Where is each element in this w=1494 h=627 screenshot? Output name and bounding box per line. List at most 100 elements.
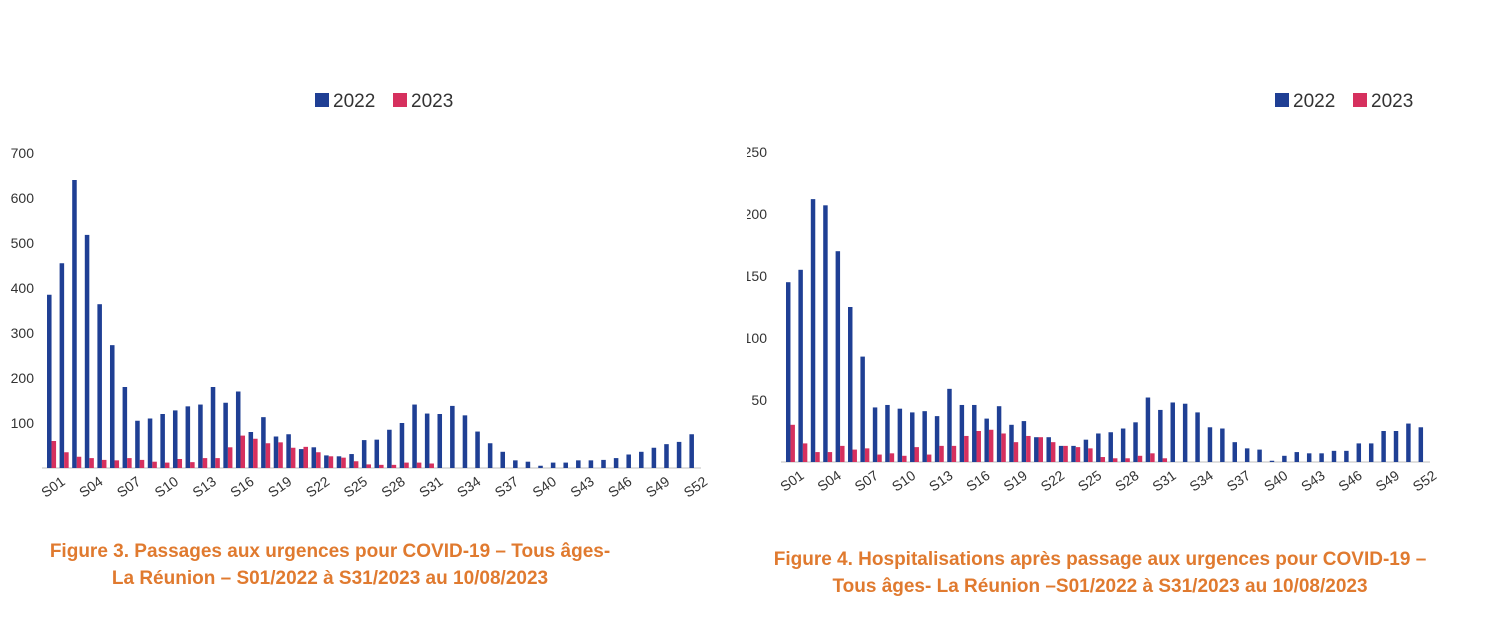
figure-4-caption-line-1: Figure 4. Hospitalisations après passage… [773, 549, 1427, 570]
fig4-x-tick-label: S16 [963, 467, 993, 495]
fig3-bar-2022-S20 [286, 434, 291, 468]
fig4-bar-2023-S10 [902, 455, 907, 462]
fig4-x-tick-label: S01 [777, 467, 807, 495]
fig3-bar-2022-S24 [336, 456, 342, 468]
fig3-bar-2022-S13 [198, 404, 203, 468]
fig3-bar-2022-S14 [210, 387, 216, 468]
fig4-bar-2022-S32 [1170, 402, 1175, 462]
fig3-bar-2022-S03 [72, 180, 77, 468]
fig3-bar-2022-S09 [147, 418, 153, 468]
fig3-bar-2022-S37 [500, 451, 506, 468]
fig4-legend-label-2022: 2022 [1293, 91, 1335, 112]
fig4-bar-2022-S02 [798, 269, 803, 462]
fig3-bar-2023-S17 [253, 438, 258, 468]
fig3-bar-2022-S34 [462, 415, 468, 468]
fig3-x-tick-label: S16 [227, 473, 257, 501]
fig3-bar-2023-S31 [429, 463, 434, 468]
fig4-x-tick-label: S37 [1224, 467, 1254, 495]
fig4-bar-2022-S10 [897, 408, 903, 462]
fig4-bar-2022-S40 [1269, 460, 1275, 462]
fig4-y-tick-label: 100 [747, 330, 767, 346]
fig3-x-tick-label: S04 [76, 473, 106, 501]
fig4-bar-2022-S51 [1406, 423, 1411, 462]
fig3-bar-2022-S16 [235, 391, 241, 468]
fig3-bar-2022-S44 [588, 460, 594, 468]
fig4-bar-2022-S42 [1294, 452, 1300, 462]
fig3-bar-2022-S01 [47, 294, 52, 468]
fig4-bar-2022-S25 [1083, 439, 1089, 462]
fig3-bar-2023-S06 [114, 460, 120, 468]
fig3-bar-2023-S19 [278, 442, 283, 468]
fig4-x-tick-label: S13 [926, 467, 956, 495]
fig3-bar-2022-S29 [399, 423, 405, 468]
fig3-bar-2022-S04 [84, 234, 90, 468]
fig3-bar-2022-S10 [160, 414, 165, 468]
fig4-x-tick-label: S31 [1149, 467, 1179, 495]
fig4-bar-2022-S14 [947, 388, 952, 462]
fig4-bar-2022-S26 [1096, 433, 1101, 462]
fig4-bar-2022-S38 [1244, 448, 1250, 462]
fig4-bar-2022-S35 [1207, 427, 1213, 462]
figure-4-caption-line-2: Tous âges- La Réunion –S01/2022 à S31/20… [832, 576, 1368, 597]
fig3-bar-2023-S09 [152, 461, 157, 468]
fig3-bar-2023-S16 [240, 435, 246, 468]
fig3-y-tick-label: 500 [11, 235, 35, 251]
fig3-x-tick-label: S07 [114, 473, 144, 501]
fig4-bar-2022-S47 [1356, 443, 1362, 462]
fig4-bar-2022-S16 [972, 404, 977, 462]
fig4-bar-2023-S01 [790, 424, 795, 462]
fig3-bar-2023-S28 [391, 464, 397, 468]
fig3-x-tick-label: S28 [378, 473, 408, 501]
fig4-bar-2023-S21 [1038, 437, 1043, 462]
fig4-legend-swatch-2023 [1353, 93, 1367, 107]
fig3-bar-2023-S14 [215, 458, 220, 468]
fig3-bar-2023-S10 [164, 462, 170, 468]
fig4-bar-2022-S48 [1368, 443, 1374, 462]
fig4-bar-2022-S11 [910, 412, 915, 462]
fig3-bar-2023-S08 [139, 459, 145, 468]
fig3-bar-2022-S25 [349, 454, 354, 468]
fig4-bar-2022-S28 [1120, 428, 1126, 462]
fig4-bar-2022-S31 [1158, 409, 1163, 462]
fig3-bar-2022-S47 [626, 454, 631, 468]
fig3-bar-2023-S21 [303, 446, 308, 468]
fig4-bar-2022-S33 [1182, 403, 1188, 462]
fig3-bar-2023-S18 [265, 443, 271, 468]
figure-3-caption: Figure 3. Passages aux urgences pour COV… [0, 538, 680, 592]
fig3-bar-2022-S02 [59, 263, 65, 468]
fig3-bar-2022-S35 [475, 431, 480, 468]
fig4-bar-2023-S28 [1125, 458, 1130, 462]
chart-figure-4: 50 100 150 200 250 S01 S04 S07 S10 S13 S16 S19 S22 S2… [744, 0, 1494, 622]
fig4-bar-2022-S07 [860, 356, 865, 462]
fig3-legend-swatch-2022 [315, 93, 329, 107]
fig3-bar-2022-S42 [563, 462, 568, 468]
fig4-bar-2023-S23 [1063, 445, 1068, 462]
fig3-y-tick-label: 200 [11, 370, 35, 386]
fig3-bar-2023-S02 [64, 452, 69, 468]
fig3-bar-2023-S11 [177, 459, 183, 468]
fig4-bar-2023-S24 [1075, 447, 1081, 462]
fig3-x-tick-label: S34 [454, 473, 484, 501]
fig4-bar-2023-S04 [827, 452, 833, 462]
fig4-x-tick-label: S40 [1261, 467, 1291, 495]
fig3-bar-2022-S31 [424, 413, 430, 468]
fig4-bar-2022-S34 [1195, 412, 1200, 462]
fig4-bar-2022-S24 [1071, 445, 1076, 462]
fig3-bar-2022-S50 [664, 444, 669, 468]
fig3-bar-2022-S36 [487, 443, 493, 468]
fig4-bar-2022-S23 [1058, 445, 1064, 462]
fig4-bar-2022-S49 [1381, 431, 1386, 462]
fig3-bar-2022-S38 [513, 460, 518, 468]
fig4-bar-2023-S18 [1001, 433, 1006, 462]
fig3-bar-2023-S07 [127, 458, 132, 468]
fig3-bar-2022-S22 [311, 447, 317, 468]
fig3-bar-2023-S15 [227, 447, 233, 468]
fig4-bar-2022-S13 [934, 416, 940, 462]
fig4-bar-2023-S27 [1112, 458, 1118, 462]
fig4-bar-2022-S20 [1021, 421, 1027, 462]
fig3-x-tick-label: S43 [567, 473, 597, 501]
fig4-bar-2023-S19 [1013, 442, 1019, 462]
fig3-bar-2022-S08 [135, 420, 140, 468]
fig3-legend-label-2023: 2023 [411, 91, 453, 112]
fig4-bar-2022-S45 [1331, 450, 1337, 462]
